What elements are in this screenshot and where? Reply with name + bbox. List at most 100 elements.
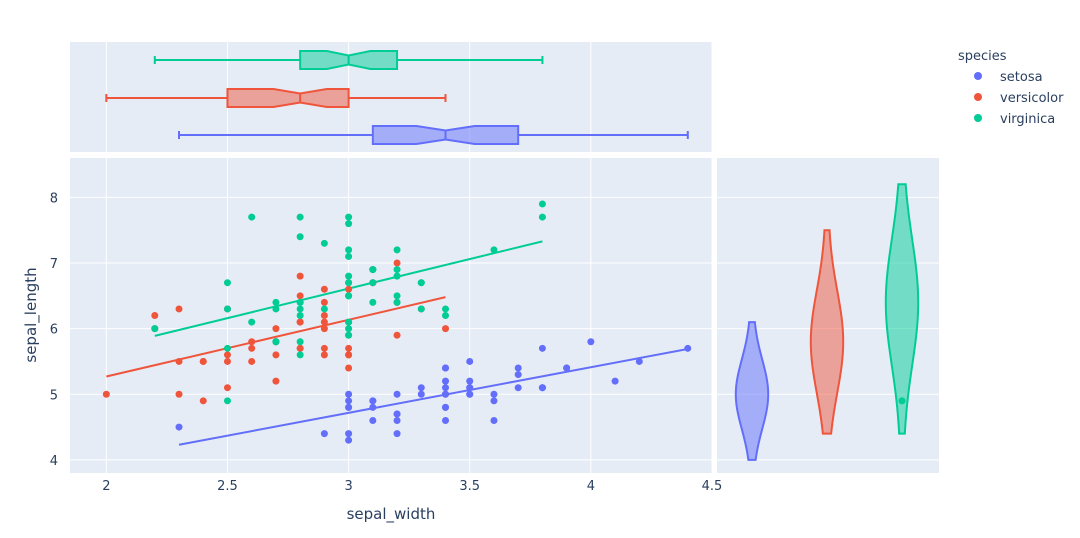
point-versicolor xyxy=(320,312,328,319)
point-virginica xyxy=(272,305,280,313)
legend-label-virginica: virginica xyxy=(1000,112,1055,127)
point-virginica xyxy=(345,213,353,221)
point-versicolor xyxy=(175,390,183,398)
x-tick-label: 3 xyxy=(344,479,352,494)
x-tick-label: 4.5 xyxy=(702,479,723,494)
point-virginica xyxy=(223,344,231,352)
point-setosa xyxy=(345,430,353,438)
legend-marker-setosa xyxy=(974,72,982,80)
point-setosa xyxy=(490,390,498,398)
point-setosa xyxy=(684,344,692,352)
point-setosa xyxy=(587,338,595,346)
point-setosa xyxy=(442,377,450,385)
legend: species setosa versicolor virginica xyxy=(958,49,1064,127)
point-virginica xyxy=(248,213,256,221)
point-setosa xyxy=(490,417,498,424)
violin-setosa xyxy=(734,321,770,461)
point-setosa xyxy=(345,390,353,398)
point-virginica xyxy=(417,305,425,313)
x-axis-title: sepal_width xyxy=(347,505,436,524)
point-versicolor xyxy=(223,384,231,392)
point-versicolor xyxy=(272,377,280,385)
y-tick-label: 6 xyxy=(50,323,58,338)
point-versicolor xyxy=(345,285,353,293)
point-versicolor xyxy=(223,351,231,359)
point-versicolor xyxy=(393,259,401,267)
point-setosa xyxy=(393,430,401,438)
point-setosa xyxy=(417,390,425,398)
violin-virginica xyxy=(884,183,920,435)
point-virginica xyxy=(345,272,353,280)
point-virginica xyxy=(320,305,328,313)
point-virginica xyxy=(296,338,304,346)
point-virginica xyxy=(345,246,353,254)
point-virginica xyxy=(345,331,353,339)
point-setosa xyxy=(393,417,401,424)
violin-versicolor xyxy=(809,229,845,435)
point-virginica xyxy=(296,305,304,313)
point-versicolor xyxy=(102,390,110,398)
point-virginica xyxy=(490,246,498,254)
point-setosa xyxy=(442,403,450,411)
point-versicolor xyxy=(442,325,450,333)
point-versicolor xyxy=(223,357,231,365)
point-setosa xyxy=(514,371,522,379)
point-versicolor xyxy=(345,351,353,359)
point-virginica xyxy=(151,325,159,333)
violin-outlier-point xyxy=(898,397,906,405)
point-versicolor xyxy=(199,397,207,405)
point-virginica xyxy=(345,220,353,228)
point-virginica xyxy=(442,305,450,313)
point-versicolor xyxy=(296,292,304,300)
point-setosa xyxy=(320,430,328,438)
point-virginica xyxy=(393,272,401,280)
point-virginica xyxy=(272,298,280,306)
point-setosa xyxy=(538,344,546,352)
y-tick-label: 4 xyxy=(50,454,58,469)
point-virginica xyxy=(345,279,353,287)
point-setosa xyxy=(393,410,401,418)
y-tick-label: 7 xyxy=(50,257,58,272)
point-setosa xyxy=(442,364,450,372)
point-setosa xyxy=(369,397,377,405)
point-virginica xyxy=(296,312,304,319)
point-versicolor xyxy=(296,318,304,326)
x-tick-label: 2.5 xyxy=(217,479,238,494)
point-virginica xyxy=(345,292,353,300)
point-setosa xyxy=(466,357,474,365)
trendline-setosa xyxy=(178,347,688,446)
legend-label-setosa: setosa xyxy=(1000,70,1043,85)
legend-title: species xyxy=(958,49,1007,64)
y-tick-label: 8 xyxy=(50,191,58,206)
point-virginica xyxy=(369,266,377,274)
point-setosa xyxy=(466,384,474,392)
point-setosa xyxy=(345,397,353,405)
point-setosa xyxy=(466,390,474,398)
legend-label-versicolor: versicolor xyxy=(1000,91,1064,106)
point-setosa xyxy=(442,384,450,392)
point-versicolor xyxy=(320,318,328,326)
point-virginica xyxy=(345,252,353,260)
point-virginica xyxy=(393,298,401,306)
point-virginica xyxy=(369,298,377,306)
point-setosa xyxy=(466,377,474,385)
legend-marker-virginica xyxy=(974,114,982,122)
point-virginica xyxy=(248,318,256,326)
point-setosa xyxy=(611,377,619,385)
point-versicolor xyxy=(345,344,353,352)
point-versicolor xyxy=(248,338,256,346)
point-versicolor xyxy=(320,285,328,293)
point-setosa xyxy=(563,364,571,372)
point-virginica xyxy=(369,279,377,287)
point-versicolor xyxy=(320,298,328,306)
point-setosa xyxy=(345,403,353,411)
x-tick-label: 2 xyxy=(102,479,110,494)
point-virginica xyxy=(393,292,401,300)
point-virginica xyxy=(345,318,353,326)
box-versicolor xyxy=(226,88,350,108)
point-setosa xyxy=(514,384,522,392)
point-versicolor xyxy=(393,331,401,339)
point-virginica xyxy=(223,279,231,287)
trendline-versicolor xyxy=(106,296,446,378)
